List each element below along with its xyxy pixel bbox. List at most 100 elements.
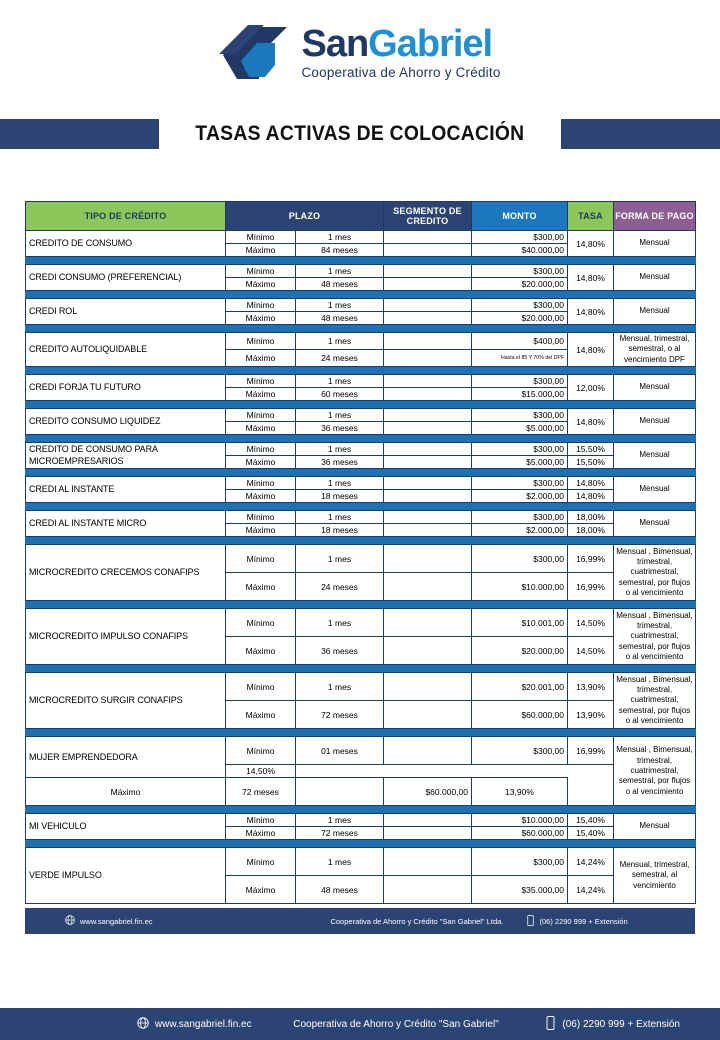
- row-separator-cell: [25, 805, 696, 815]
- cell-tasa-maximo: 14,24%: [567, 875, 614, 905]
- cell-segmento-minimo: [383, 544, 472, 574]
- col-header-monto: MONTO: [471, 201, 568, 231]
- table-row-tasa-extra: 14,50%: [26, 764, 696, 779]
- row-separator: [25, 366, 696, 376]
- cell-forma-de-pago: Mensual: [613, 408, 696, 436]
- cell-segmento-maximo: [383, 489, 472, 504]
- cell-monto-minimo: $300,00: [471, 544, 568, 574]
- cell-plazo-minimo: 1 mes: [295, 374, 384, 389]
- cell-tasa-minimo: 14,24%: [567, 847, 614, 877]
- row-separator-cell: [25, 536, 696, 546]
- cell-monto-maximo: $5.000,00: [471, 421, 568, 436]
- cell-tasa-maximo: 15,50%: [567, 455, 614, 470]
- table-row: Máximo 72 meses $60.000,00 13,90%: [25, 777, 696, 807]
- cell-monto-maximo: $10.000,00: [471, 572, 568, 602]
- cell-segmento-minimo: [383, 331, 472, 351]
- table-row: CREDI AL INSTANTE Mínimo 1 mes $300,00 14,80…: [25, 476, 696, 504]
- bottom-footer-website[interactable]: www.sangabriel.fin.ec: [0, 1016, 274, 1032]
- inner-footer-company: Cooperativa de Ahorro y Crédito "San Gab…: [330, 916, 504, 926]
- cell-tipo-credito: CREDITO DE CONSUMO PARA MICROEMPRESARIOS: [25, 442, 226, 470]
- cell-tasa-maximo: 18,00%: [567, 523, 614, 538]
- cell-plazo-label-maximo: Máximo: [225, 387, 296, 402]
- cell-plazo-label-minimo: Mínimo: [225, 510, 296, 525]
- cell-tasa-maximo: 15,40%: [567, 826, 614, 841]
- col-header-segmento: SEGMENTO DE CREDITO: [383, 201, 472, 231]
- cell-plazo-minimo: 1 mes: [295, 813, 384, 828]
- cell-plazo-label-maximo: Máximo: [225, 700, 296, 730]
- cell-tasa-minimo: 15,40%: [567, 813, 614, 828]
- row-separator: [25, 536, 696, 546]
- cell-tasa-maximo: 14,50%: [567, 636, 614, 666]
- title-banner: TASAS ACTIVAS DE COLOCACIÓN: [0, 105, 720, 163]
- row-separator-cell: [25, 256, 696, 265]
- cell-forma-de-pago: Mensual: [613, 510, 696, 538]
- cell-plazo-label-maximo: Máximo: [225, 636, 296, 666]
- phone-icon: [546, 1015, 555, 1033]
- row-separator: [25, 324, 696, 333]
- cell-plazo-label-maximo: Máximo: [225, 277, 296, 291]
- row-separator: [25, 805, 696, 815]
- cell-plazo-minimo: 1 mes: [295, 510, 384, 525]
- cell-plazo-minimo: 1 mes: [295, 331, 384, 351]
- cell-plazo-label-minimo: Mínimo: [225, 672, 296, 702]
- cell-plazo-label-minimo: Mínimo: [225, 544, 296, 574]
- header-row: TIPO DE CRÉDITO PLAZO SEGMENTO DE CREDIT…: [25, 201, 696, 231]
- cell-segmento-minimo: [383, 672, 472, 702]
- cell-plazo-minimo: 01 meses: [295, 736, 384, 766]
- cell-monto-maximo: $40.000,00: [471, 243, 568, 257]
- cell-tasa-maximo: 16,99%: [567, 572, 614, 602]
- col-header-plazo: PLAZO: [225, 201, 384, 231]
- inner-footer-bar: www.sangabriel.fin.ec Cooperativa de Aho…: [25, 908, 695, 934]
- bottom-footer-bar: www.sangabriel.fin.ec Cooperativa de Aho…: [0, 1008, 720, 1040]
- table-row: Máximo 36 meses $5.000,00 15,50%: [26, 455, 696, 470]
- col-header-tasa: TASA: [567, 201, 614, 231]
- cell-segmento-minimo: [383, 510, 472, 525]
- inner-footer-phone[interactable]: (06) 2290 999 + Extensión: [527, 914, 695, 928]
- cell-monto-minimo: $400,00: [471, 331, 568, 351]
- cell-plazo-label-maximo: Máximo: [225, 572, 296, 602]
- logo-header: SanGabriel Cooperativa de Ahorro y Crédi…: [0, 0, 720, 105]
- bottom-footer-phone[interactable]: (06) 2290 999 + Extensión: [518, 1015, 720, 1033]
- table-row: Máximo 18 meses $2.000,00 14,80%: [26, 489, 696, 504]
- table-row: MICROCREDITO SURGIR CONAFIPS Mínimo 1 mes $…: [25, 672, 696, 730]
- globe-icon: [65, 915, 75, 927]
- cell-segmento-maximo: [383, 523, 472, 538]
- cell-monto-minimo: $300,00: [471, 736, 568, 766]
- cell-segmento-minimo: [383, 298, 472, 312]
- table-row: Máximo 24 meses $10.000,00 16,99%: [26, 572, 696, 602]
- brand-wordmark: SanGabriel Cooperativa de Ahorro y Crédi…: [301, 25, 500, 80]
- cell-plazo-label-minimo: Mínimo: [225, 442, 296, 457]
- cell-tasa-minimo: 14,50%: [567, 608, 614, 638]
- cell-tasa-minimo: 14,80%: [567, 476, 614, 491]
- row-separator-cell: [25, 468, 696, 478]
- cell-plazo-label-maximo: Máximo: [225, 523, 296, 538]
- inner-footer-website[interactable]: www.sangabriel.fin.ec: [25, 915, 306, 927]
- cell-plazo-label-maximo: Máximo: [25, 777, 226, 807]
- row-separator: [25, 600, 696, 610]
- cell-tasa-3: 13,90%: [471, 777, 568, 807]
- table-row: CREDITO CONSUMO LIQUIDEZ Mínimo 1 mes $300,…: [25, 408, 696, 436]
- cell-plazo-label-maximo: Máximo: [225, 826, 296, 841]
- cell-plazo-minimo: 1 mes: [295, 408, 384, 423]
- cell-plazo-minimo: 1 mes: [295, 544, 384, 574]
- cell-plazo-maximo: 24 meses: [295, 572, 384, 602]
- cell-plazo-label-maximo: Máximo: [225, 455, 296, 470]
- table-row: MICROCREDITO CRECEMOS CONAFIPS Mínimo 1 me…: [25, 544, 696, 602]
- cell-plazo-minimo: 1 mes: [295, 264, 384, 278]
- cell-segmento-maximo: [383, 826, 472, 841]
- cell-tasa-1: 16,99%: [567, 736, 614, 766]
- cell-plazo-maximo: 48 meses: [295, 875, 384, 905]
- cell-segmento-maximo: [383, 387, 472, 402]
- cell-tasa-minimo: 16,99%: [567, 544, 614, 574]
- cell-tipo-credito: CREDI ROL: [25, 298, 226, 325]
- cell-plazo-maximo: 48 meses: [295, 311, 384, 325]
- cell-forma-de-pago: Mensual , Bimensual, trimestral, cuatrim…: [613, 736, 696, 807]
- cell-plazo-maximo: 72 meses: [295, 826, 384, 841]
- table-row: Máximo 72 meses $60.000,00 13,90%: [26, 700, 696, 730]
- cell-plazo-maximo: 24 meses: [295, 349, 384, 368]
- chevron-logo-icon: [219, 21, 291, 85]
- row-separator: [25, 664, 696, 674]
- cell-plazo-label-minimo: Mínimo: [225, 408, 296, 423]
- cell-tipo-credito: MICROCREDITO IMPULSO CONAFIPS: [25, 608, 226, 666]
- cell-tipo-credito: MICROCREDITO CRECEMOS CONAFIPS: [25, 544, 226, 602]
